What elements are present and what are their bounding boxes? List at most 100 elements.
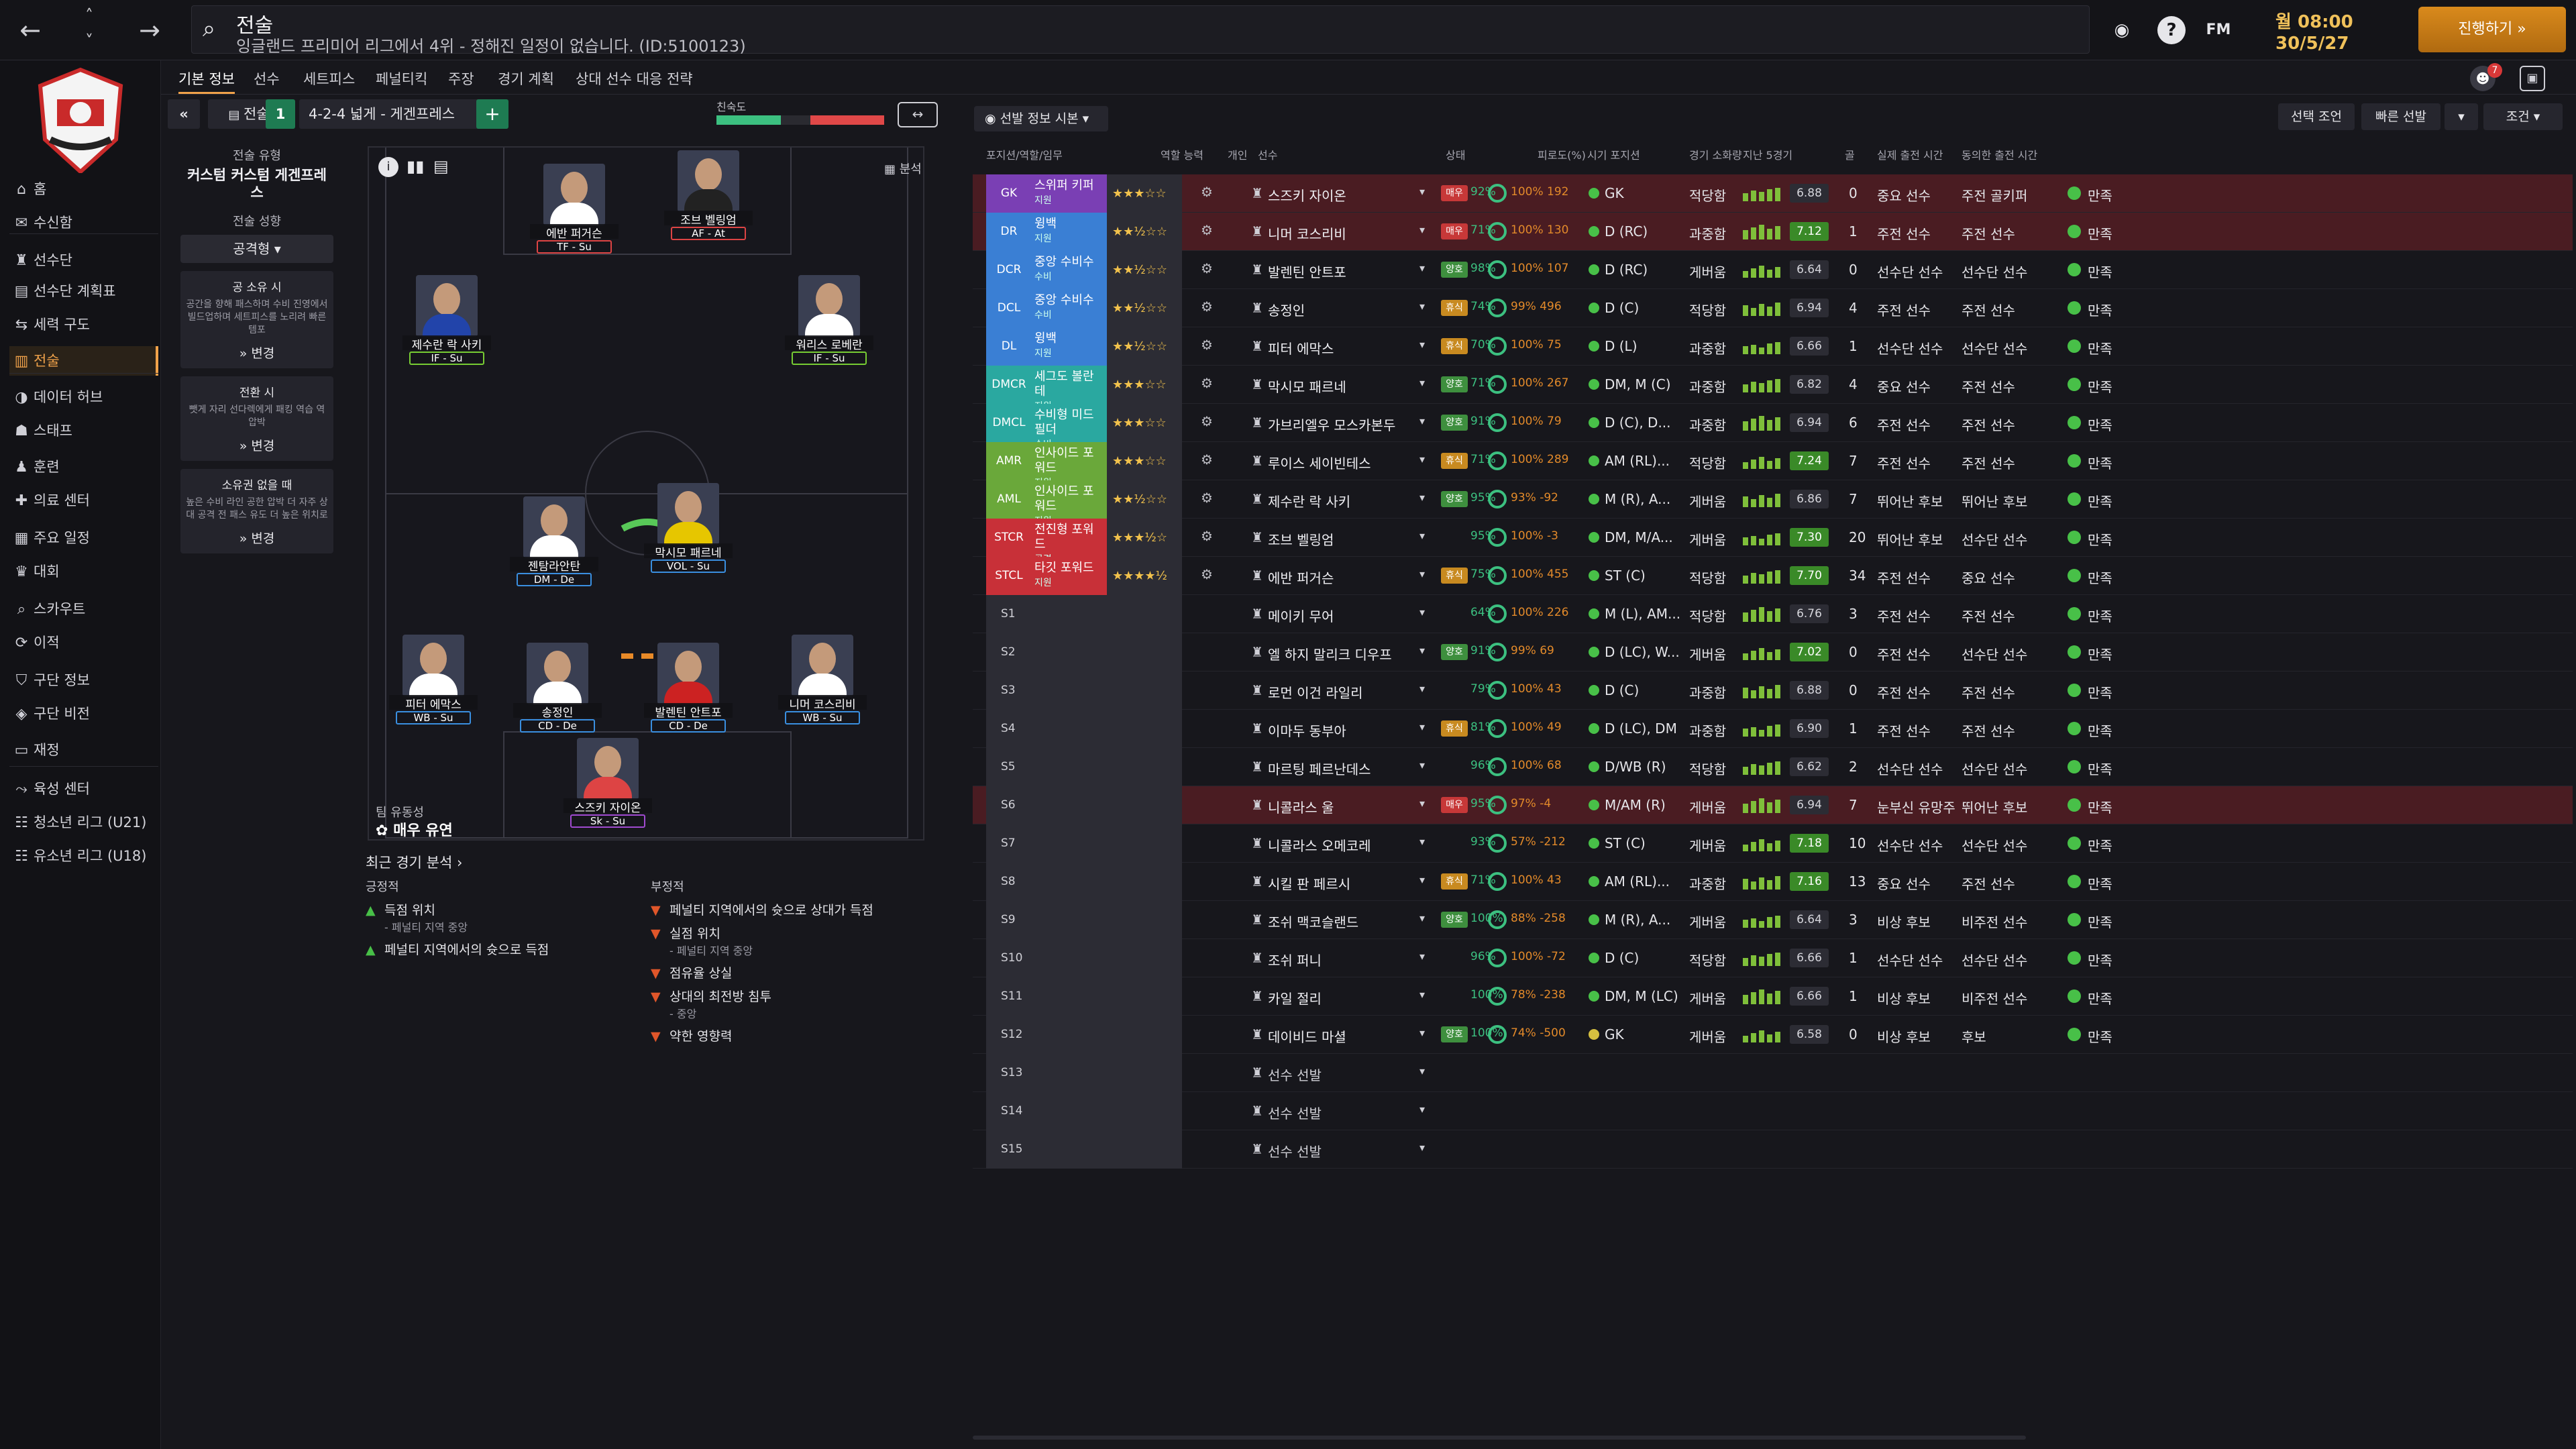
pitch-player-role[interactable]: TF - Su [537, 240, 612, 254]
pitch-player-card[interactable]: 젠탐라안탄 DM - De [510, 496, 598, 588]
tactic-slot-1[interactable]: 1 [266, 99, 295, 129]
player-name[interactable]: 니머 코스리비 [1268, 226, 1346, 242]
tactic-style-value[interactable]: 커스텀 커스텀 게겐프레스 [187, 167, 327, 201]
col-agreed-playing-time[interactable]: 동의한 출전 시간 [1962, 149, 2038, 162]
player-name[interactable]: 엘 하지 말리크 디우프 [1268, 647, 1392, 663]
sub-slot-cell[interactable]: S13 [986, 1054, 1107, 1092]
col-fatigue[interactable]: 피로도(%) [1538, 149, 1586, 162]
chevron-down-icon[interactable]: ▾ [1419, 223, 1426, 236]
chevron-down-icon[interactable]: ▾ [1419, 835, 1426, 848]
pitch-player-role[interactable]: AF - At [671, 227, 746, 240]
pitch-player-card[interactable]: 제수란 락 사키 IF - Su [402, 275, 491, 366]
tab-3[interactable]: 세트피스 [303, 71, 356, 87]
sidebar-item-16[interactable]: ◈ 구단 비전 [9, 699, 158, 729]
position-cell[interactable]: STCL [986, 557, 1032, 595]
chevron-down-icon[interactable]: ▾ [1419, 262, 1426, 274]
chevron-down-icon[interactable]: ▾ [1419, 644, 1426, 657]
conditions-button[interactable]: 조건 ▾ [2483, 103, 2563, 130]
player-name[interactable]: 스즈키 자이온 [1268, 188, 1346, 204]
pitch-player-card[interactable]: 스즈키 자이온 Sk - Su [564, 738, 652, 829]
chevron-down-icon[interactable]: ▾ [1419, 682, 1426, 695]
col-last-5[interactable]: 지난 5경기 [1743, 149, 1793, 162]
chevron-up-icon[interactable]: ˄ [85, 6, 93, 25]
table-row[interactable]: S3 ♜ 로먼 이건 라일리 ▾ 79% 100% 43 D (C) 과중함 6.88 0 주전 선… [973, 672, 2573, 710]
col-position[interactable]: 포지션/역할/임무 [986, 149, 1063, 162]
chevron-down-icon[interactable]: ▾ [1419, 453, 1426, 466]
quick-pick-dropdown-button[interactable]: ▾ [2445, 103, 2478, 130]
formation-select[interactable]: 4-2-4 넓게 - 게겐프레스 ▾ [299, 99, 494, 129]
player-name[interactable]: 메이키 무어 [1268, 608, 1334, 625]
sidebar-item-7[interactable]: ◑ 데이터 허브 [9, 382, 158, 412]
familiarity-toggle-button[interactable]: ↔ [898, 102, 938, 127]
club-badge-logo[interactable] [30, 66, 131, 173]
position-cell[interactable]: DR [986, 213, 1032, 251]
chevron-down-icon[interactable]: ▾ [1419, 759, 1426, 771]
chevron-down-icon[interactable]: ▾ [1419, 720, 1426, 733]
sidebar-item-11[interactable]: ▦ 주요 일정 [9, 523, 158, 553]
pitch-player-role[interactable]: WB - Su [396, 711, 471, 724]
chevron-down-icon[interactable]: ▾ [1419, 1026, 1426, 1039]
analysis-toggle[interactable]: ▦ 분석 [884, 160, 922, 177]
sub-slot-cell[interactable]: S6 [986, 786, 1107, 824]
sub-slot-cell[interactable]: S2 [986, 633, 1107, 672]
chevron-down-icon[interactable]: ▾ [1419, 1103, 1426, 1116]
player-name[interactable]: 선수 선발 [1268, 1067, 1322, 1083]
table-row[interactable]: S8 ♜ 시킬 판 페르시 ▾ 휴식 71% 100% 43 AM (RL)... 과중함 7.1… [973, 863, 2573, 901]
position-cell[interactable]: DMCR [986, 366, 1032, 404]
sidebar-item-1[interactable]: ⌂ 홈 [9, 174, 158, 204]
chevron-down-icon[interactable]: ▾ [1419, 873, 1426, 886]
player-name[interactable]: 로먼 이건 라일리 [1268, 685, 1363, 701]
tab-6[interactable]: 경기 계획 [498, 71, 554, 87]
sidebar-item-3[interactable]: ♜ 선수단 [9, 246, 158, 275]
instructions-icon[interactable]: ⚙ [1201, 337, 1213, 353]
sidebar-item-10[interactable]: ✚ 의료 센터 [9, 486, 158, 515]
continue-button[interactable]: 진행하기 » [2418, 7, 2566, 52]
col-player[interactable]: 선수 [1258, 149, 1278, 162]
col-actual-playing-time[interactable]: 실제 출전 시간 [1877, 149, 1943, 162]
role-cell[interactable]: 윙백 지원 [1032, 213, 1107, 251]
screenshot-icon[interactable]: ▣ [2520, 66, 2545, 91]
analysis-item[interactable]: ▼ 약한 영향력 [651, 1026, 919, 1044]
col-match-position[interactable]: 시기 포지션 [1587, 149, 1640, 162]
player-name[interactable]: 루이스 세이빈테스 [1268, 455, 1371, 472]
sidebar-item-17[interactable]: ▭ 재정 [9, 735, 158, 765]
sub-slot-cell[interactable]: S5 [986, 748, 1107, 786]
pitch-player-role[interactable]: WB - Su [785, 711, 860, 724]
sidebar-item-12[interactable]: ♛ 대회 [9, 557, 158, 586]
col-role-ability[interactable]: 역할 능력 [1161, 149, 1203, 162]
instructions-icon[interactable]: ⚙ [1201, 528, 1213, 544]
tab-1[interactable]: 기본 정보 [178, 64, 235, 94]
tab-5[interactable]: 주장 [448, 71, 474, 87]
sub-slot-cell[interactable]: S1 [986, 595, 1107, 633]
chevron-down-icon[interactable]: ▾ [1419, 606, 1426, 619]
chevron-down-icon[interactable]: ▾ [1419, 988, 1426, 1001]
chevron-down-icon[interactable]: ▾ [1419, 797, 1426, 810]
in-possession-panel[interactable]: 공 소유 시 공간을 향해 패스하며 수비 진영에서 빌드업하며 세트피스를 노… [180, 271, 333, 368]
pitch-player-role[interactable]: DM - De [517, 573, 592, 586]
role-cell[interactable]: 전진형 포워드공격 [1032, 519, 1107, 565]
pitch-player-card[interactable]: 조브 벨링엄 AF - At [664, 150, 753, 241]
analysis-item[interactable]: ▼ 페널티 지역에서의 슛으로 상대가 득점 [651, 900, 919, 918]
col-individual[interactable]: 개인 [1228, 149, 1248, 162]
player-name[interactable]: 카일 절리 [1268, 991, 1322, 1007]
role-cell[interactable]: 타깃 포워드 지원 [1032, 557, 1107, 595]
pitch-player-role[interactable]: IF - Su [409, 352, 484, 365]
table-row[interactable]: DR 윙백 지원 ★★½☆☆ ⚙ ♜ 니머 코스리비 ▾ 매우 71% 100% 130 D (RC)… [973, 213, 2573, 251]
chevron-down-icon[interactable]: ▾ [1419, 529, 1426, 542]
position-cell[interactable]: DL [986, 327, 1032, 366]
table-row[interactable]: S13 ♜ 선수 선발 ▾ [973, 1054, 2573, 1092]
table-row[interactable]: S11 ♜ 카일 절리 ▾ 100% 78% -238 DM, M (LC) 게버움 6.66 1… [973, 977, 2573, 1016]
sub-slot-cell[interactable]: S15 [986, 1130, 1107, 1169]
chevron-down-icon[interactable]: ▾ [1419, 1141, 1426, 1154]
role-cell[interactable]: 윙백 지원 [1032, 327, 1107, 366]
player-name[interactable]: 에반 퍼거슨 [1268, 570, 1334, 586]
player-name[interactable]: 제수란 락 사키 [1268, 494, 1351, 510]
sub-slot-cell[interactable]: S3 [986, 672, 1107, 710]
chevron-down-icon[interactable]: ▾ [1419, 300, 1426, 313]
sidebar-item-9[interactable]: ♟ 훈련 [9, 452, 158, 482]
sidebar-item-6[interactable]: ▥ 전술 [9, 346, 158, 376]
